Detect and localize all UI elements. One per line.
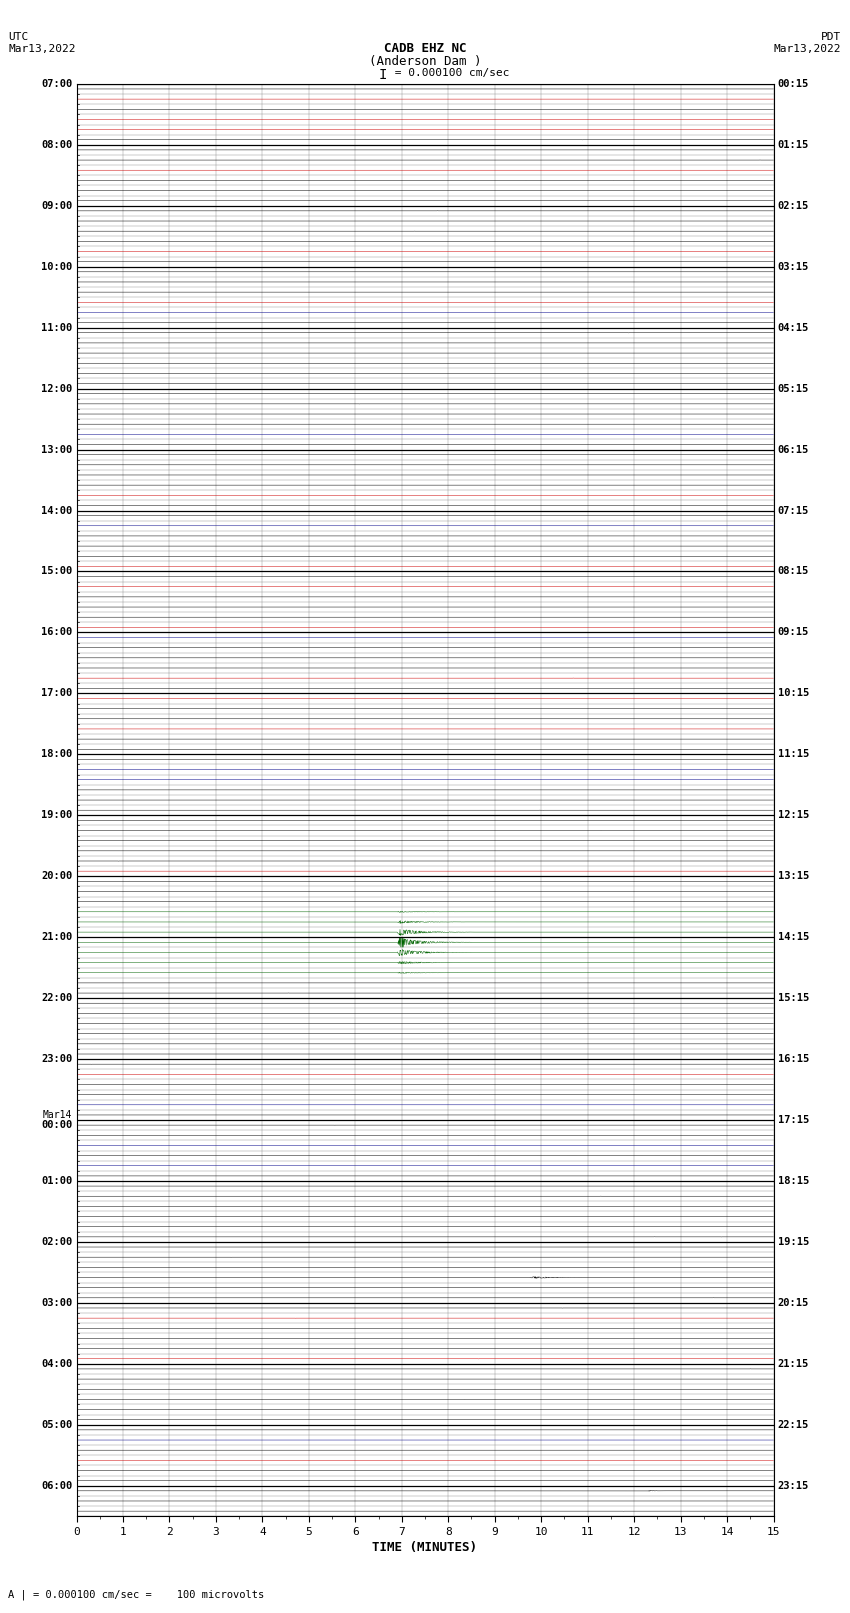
Text: 11:15: 11:15 — [778, 750, 809, 760]
Text: 20:15: 20:15 — [778, 1298, 809, 1308]
Text: 04:00: 04:00 — [41, 1358, 72, 1369]
Text: 08:00: 08:00 — [41, 140, 72, 150]
Text: 10:00: 10:00 — [41, 261, 72, 271]
Text: 13:00: 13:00 — [41, 445, 72, 455]
Text: 19:15: 19:15 — [778, 1237, 809, 1247]
Text: (Anderson Dam ): (Anderson Dam ) — [369, 55, 481, 68]
Text: 05:00: 05:00 — [41, 1419, 72, 1429]
X-axis label: TIME (MINUTES): TIME (MINUTES) — [372, 1540, 478, 1553]
Text: 23:15: 23:15 — [778, 1481, 809, 1490]
Text: 09:15: 09:15 — [778, 627, 809, 637]
Text: 16:00: 16:00 — [41, 627, 72, 637]
Text: 21:15: 21:15 — [778, 1358, 809, 1369]
Text: 03:00: 03:00 — [41, 1298, 72, 1308]
Text: 10:15: 10:15 — [778, 689, 809, 698]
Text: 19:00: 19:00 — [41, 810, 72, 821]
Text: A | = 0.000100 cm/sec =    100 microvolts: A | = 0.000100 cm/sec = 100 microvolts — [8, 1589, 264, 1600]
Text: 22:00: 22:00 — [41, 994, 72, 1003]
Text: UTC: UTC — [8, 32, 29, 42]
Text: 21:00: 21:00 — [41, 932, 72, 942]
Text: 09:00: 09:00 — [41, 200, 72, 211]
Text: 17:00: 17:00 — [41, 689, 72, 698]
Text: = 0.000100 cm/sec: = 0.000100 cm/sec — [388, 68, 510, 77]
Text: 00:15: 00:15 — [778, 79, 809, 89]
Text: 22:15: 22:15 — [778, 1419, 809, 1429]
Text: 00:00: 00:00 — [41, 1119, 72, 1131]
Text: 08:15: 08:15 — [778, 566, 809, 576]
Text: 07:00: 07:00 — [41, 79, 72, 89]
Text: 17:15: 17:15 — [778, 1115, 809, 1124]
Text: PDT: PDT — [821, 32, 842, 42]
Text: I: I — [378, 68, 387, 82]
Text: 01:15: 01:15 — [778, 140, 809, 150]
Text: 02:00: 02:00 — [41, 1237, 72, 1247]
Text: 07:15: 07:15 — [778, 505, 809, 516]
Text: Mar13,2022: Mar13,2022 — [8, 44, 76, 53]
Text: 14:15: 14:15 — [778, 932, 809, 942]
Text: 18:00: 18:00 — [41, 750, 72, 760]
Text: 15:15: 15:15 — [778, 994, 809, 1003]
Text: 20:00: 20:00 — [41, 871, 72, 881]
Text: 16:15: 16:15 — [778, 1053, 809, 1065]
Text: 14:00: 14:00 — [41, 505, 72, 516]
Text: 15:00: 15:00 — [41, 566, 72, 576]
Text: 03:15: 03:15 — [778, 261, 809, 271]
Text: 12:15: 12:15 — [778, 810, 809, 821]
Text: CADB EHZ NC: CADB EHZ NC — [383, 42, 467, 55]
Text: 05:15: 05:15 — [778, 384, 809, 394]
Text: 12:00: 12:00 — [41, 384, 72, 394]
Text: Mar13,2022: Mar13,2022 — [774, 44, 842, 53]
Text: Mar14: Mar14 — [43, 1110, 72, 1119]
Text: 11:00: 11:00 — [41, 323, 72, 332]
Text: 04:15: 04:15 — [778, 323, 809, 332]
Text: 23:00: 23:00 — [41, 1053, 72, 1065]
Text: 06:00: 06:00 — [41, 1481, 72, 1490]
Text: 13:15: 13:15 — [778, 871, 809, 881]
Text: 18:15: 18:15 — [778, 1176, 809, 1186]
Text: 02:15: 02:15 — [778, 200, 809, 211]
Text: 01:00: 01:00 — [41, 1176, 72, 1186]
Text: 06:15: 06:15 — [778, 445, 809, 455]
